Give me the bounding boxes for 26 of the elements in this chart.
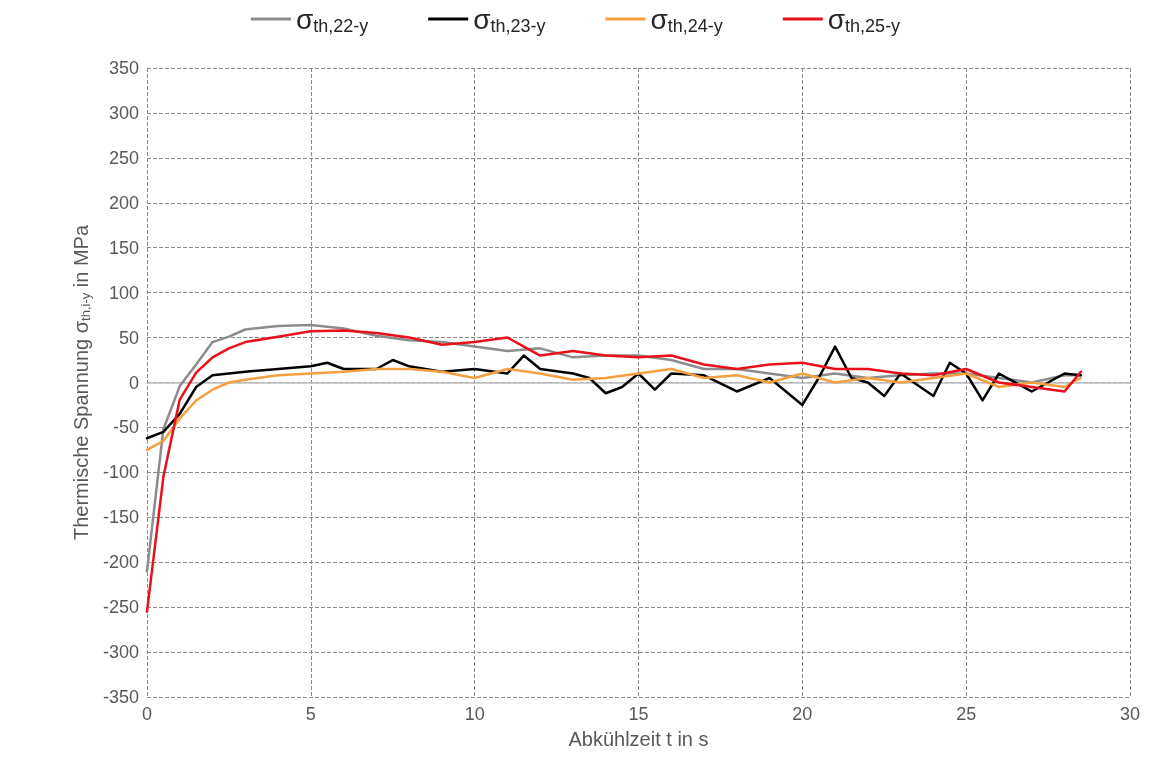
x-tick-label: 0 — [141, 704, 153, 724]
y-axis-title: Thermische Spannung σth,i-y in MPa — [70, 224, 93, 541]
x-tick-label: 30 — [1119, 704, 1141, 724]
y-tick-label: -150 — [102, 507, 139, 528]
x-tick-label: 10 — [464, 704, 485, 724]
y-tick-label: -50 — [112, 417, 139, 438]
x-axis-title: Abkühlzeit t in s — [568, 728, 709, 750]
line-series — [145, 367, 1083, 452]
y-tick-label: 250 — [108, 147, 139, 168]
y-tick-label: 200 — [108, 192, 139, 213]
y-tick-label: -100 — [102, 462, 139, 483]
y-tick-label: -300 — [102, 642, 139, 663]
x-tick-label: 15 — [628, 704, 649, 724]
y-tick-label: -350 — [102, 687, 139, 707]
y-tick-label: -200 — [102, 552, 139, 573]
y-tick-label: 0 — [128, 372, 139, 393]
x-tick-label: 20 — [792, 704, 813, 724]
y-tick-label: -250 — [102, 597, 139, 618]
x-tick-label: 25 — [956, 704, 977, 724]
y-tick-label: 350 — [108, 58, 139, 78]
y-tick-label: 150 — [108, 237, 139, 258]
y-tick-label: 100 — [108, 282, 139, 303]
x-tick-label: 5 — [305, 704, 316, 724]
line-series — [145, 329, 1083, 613]
y-tick-label: 50 — [118, 327, 139, 348]
y-tick-label: 300 — [108, 102, 139, 123]
